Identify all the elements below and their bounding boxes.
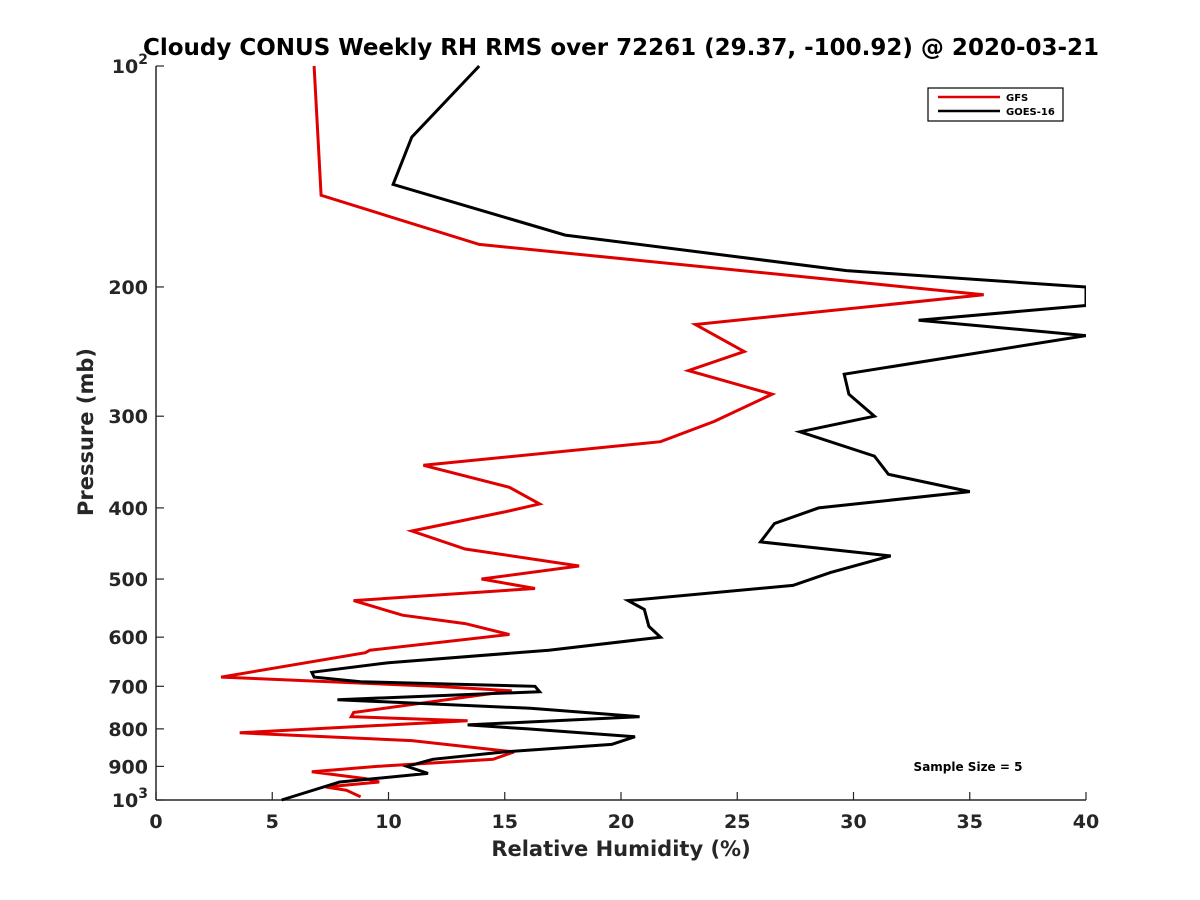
legend: GFS GOES-16	[927, 87, 1064, 122]
y-tick-label: 400	[108, 498, 148, 520]
x-tick-label: 25	[724, 811, 750, 833]
x-tick-label: 5	[266, 811, 279, 833]
legend-label: GOES-16	[1006, 107, 1055, 118]
x-tick-label: 40	[1073, 811, 1099, 833]
x-tick-label: 0	[149, 811, 162, 833]
y-tick-label: 102	[112, 52, 148, 78]
y-tick-label: 300	[108, 406, 148, 428]
plot-area: 0 5 10 15 20 25 30 35 40 102 200 300 400 500 600 700 800…	[108, 52, 1099, 833]
series-line-gfs	[220, 65, 984, 799]
y-tick-label: 700	[108, 676, 148, 698]
legend-box	[927, 87, 1064, 122]
y-tick-label: 200	[108, 277, 148, 299]
x-tick-label: 20	[608, 811, 634, 833]
y-tick-label: 600	[108, 627, 148, 649]
y-axis-title: Pressure (mb)	[74, 348, 98, 516]
legend-label: GFS	[1006, 93, 1028, 104]
x-tick-label: 10	[375, 811, 401, 833]
y-tick-label: 800	[108, 719, 148, 741]
sample-size-annotation: Sample Size = 5	[914, 760, 1023, 774]
x-tick-label: 15	[492, 811, 518, 833]
series-line-goes-16	[281, 64, 1086, 802]
chart-title: Cloudy CONUS Weekly RH RMS over 72261 (2…	[143, 35, 1099, 61]
y-tick-label: 500	[108, 569, 148, 591]
y-tick-label: 103	[112, 786, 148, 812]
x-axis-title: Relative Humidity (%)	[491, 837, 750, 861]
y-tick-label: 900	[108, 756, 148, 778]
x-tick-label: 35	[957, 811, 983, 833]
x-tick-label: 30	[840, 811, 866, 833]
